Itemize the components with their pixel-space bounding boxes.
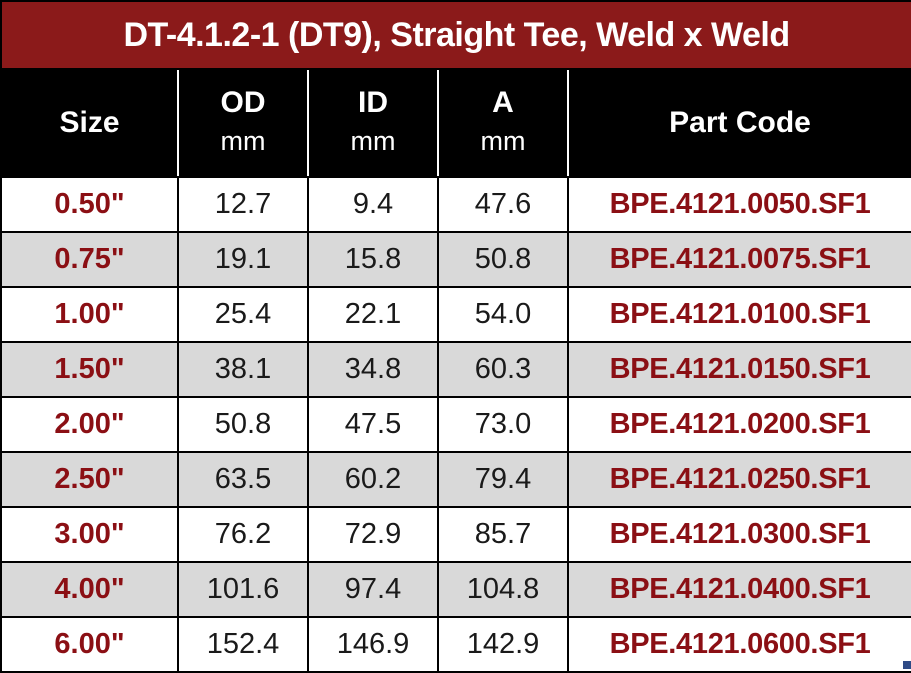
a-cell: 50.8	[437, 231, 569, 288]
title-row: DT-4.1.2-1 (DT9), Straight Tee, Weld x W…	[0, 0, 911, 70]
part-code-cell: BPE.4121.0400.SF1	[566, 561, 911, 618]
table-title: DT-4.1.2-1 (DT9), Straight Tee, Weld x W…	[0, 0, 911, 70]
a-cell: 79.4	[437, 451, 569, 508]
od-cell: 101.6	[177, 561, 309, 618]
a-cell: 85.7	[437, 506, 569, 563]
column-header-part-code: Part Code	[566, 69, 911, 178]
a-cell: 73.0	[437, 396, 569, 453]
column-header-label: ID	[358, 86, 388, 119]
column-header-id: ID mm	[307, 69, 439, 178]
id-cell: 47.5	[307, 396, 439, 453]
table-row: 1.00" 25.4 22.1 54.0 BPE.4121.0100.SF1	[0, 286, 911, 343]
column-header-unit: mm	[350, 126, 396, 156]
table-row: 1.50" 38.1 34.8 60.3 BPE.4121.0150.SF1	[0, 341, 911, 398]
part-code-cell: BPE.4121.0200.SF1	[566, 396, 911, 453]
size-cell: 6.00"	[0, 616, 179, 673]
size-cell: 2.00"	[0, 396, 179, 453]
part-code-cell: BPE.4121.0100.SF1	[566, 286, 911, 343]
table-row: 2.00" 50.8 47.5 73.0 BPE.4121.0200.SF1	[0, 396, 911, 453]
a-cell: 60.3	[437, 341, 569, 398]
column-header-label: Size	[59, 106, 120, 139]
od-cell: 152.4	[177, 616, 309, 673]
part-code-cell: BPE.4121.0150.SF1	[566, 341, 911, 398]
size-cell: 4.00"	[0, 561, 179, 618]
od-cell: 38.1	[177, 341, 309, 398]
column-header-label: A	[492, 86, 514, 119]
id-cell: 60.2	[307, 451, 439, 508]
od-cell: 25.4	[177, 286, 309, 343]
a-cell: 47.6	[437, 176, 569, 233]
id-cell: 15.8	[307, 231, 439, 288]
part-code-cell: BPE.4121.0600.SF1	[566, 616, 911, 673]
corner-resize-handle[interactable]	[903, 661, 911, 669]
size-cell: 0.75"	[0, 231, 179, 288]
od-cell: 50.8	[177, 396, 309, 453]
a-cell: 142.9	[437, 616, 569, 673]
column-header-a: A mm	[437, 69, 569, 178]
id-cell: 9.4	[307, 176, 439, 233]
column-header-unit: mm	[220, 126, 266, 156]
od-cell: 76.2	[177, 506, 309, 563]
id-cell: 22.1	[307, 286, 439, 343]
size-cell: 1.00"	[0, 286, 179, 343]
table-row: 0.75" 19.1 15.8 50.8 BPE.4121.0075.SF1	[0, 231, 911, 288]
size-cell: 3.00"	[0, 506, 179, 563]
table-row: 3.00" 76.2 72.9 85.7 BPE.4121.0300.SF1	[0, 506, 911, 563]
part-code-cell: BPE.4121.0300.SF1	[566, 506, 911, 563]
table-row: 0.50" 12.7 9.4 47.6 BPE.4121.0050.SF1	[0, 176, 911, 233]
od-cell: 63.5	[177, 451, 309, 508]
part-code-cell: BPE.4121.0075.SF1	[566, 231, 911, 288]
column-header-unit: mm	[480, 126, 526, 156]
id-cell: 146.9	[307, 616, 439, 673]
id-cell: 72.9	[307, 506, 439, 563]
header-row: Size OD mm ID mm A mm Part Code	[0, 69, 911, 178]
size-cell: 2.50"	[0, 451, 179, 508]
column-header-od: OD mm	[177, 69, 309, 178]
a-cell: 104.8	[437, 561, 569, 618]
size-cell: 1.50"	[0, 341, 179, 398]
table-body: 0.50" 12.7 9.4 47.6 BPE.4121.0050.SF1 0.75" 19…	[0, 176, 911, 673]
column-header-label: OD	[220, 86, 266, 119]
table-row: 2.50" 63.5 60.2 79.4 BPE.4121.0250.SF1	[0, 451, 911, 508]
table-row: 4.00" 101.6 97.4 104.8 BPE.4121.0400.SF1	[0, 561, 911, 618]
part-code-cell: BPE.4121.0050.SF1	[566, 176, 911, 233]
column-header-size: Size	[0, 69, 179, 178]
od-cell: 19.1	[177, 231, 309, 288]
part-code-cell: BPE.4121.0250.SF1	[566, 451, 911, 508]
id-cell: 97.4	[307, 561, 439, 618]
size-cell: 0.50"	[0, 176, 179, 233]
a-cell: 54.0	[437, 286, 569, 343]
od-cell: 12.7	[177, 176, 309, 233]
table-row: 6.00" 152.4 146.9 142.9 BPE.4121.0600.SF1	[0, 616, 911, 673]
id-cell: 34.8	[307, 341, 439, 398]
column-header-label: Part Code	[669, 106, 811, 139]
